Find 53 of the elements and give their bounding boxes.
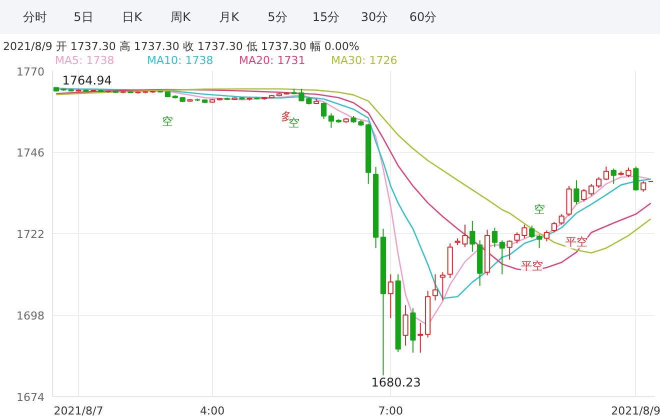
candlestick [506,240,512,260]
candlestick [418,322,424,354]
text: MA30: 1726 [331,53,398,69]
y-tick-label: 1674 [16,391,45,404]
y-tick-label: 1746 [16,146,45,160]
annotation: 空 [162,114,174,128]
candlestick [529,225,535,239]
candlestick [558,214,564,226]
text: 月K [218,9,240,26]
series-label: MA5: 1738 [55,53,114,69]
y-tick-label: 1770 [16,66,45,78]
candlestick [610,168,616,184]
text: 5分 [266,9,288,26]
candlestick [402,304,408,346]
x-tick-label: 4:00 [200,404,225,418]
candlestick [470,220,476,252]
candlestick [320,102,327,120]
text: 周K [170,9,192,26]
x-tick-label: 7:00 [378,404,404,418]
x-tick-label: 2021/8/7 [54,404,104,418]
text: 30分 [360,9,390,26]
candlestick [640,180,646,192]
text: 5日 [72,9,94,26]
candlestick [440,272,446,301]
text: 分时 [22,9,48,26]
annotation: 平空 [520,259,543,272]
x-tick-label: 2021/8/9 [611,404,660,418]
text: MA10: 1738 [147,53,214,69]
annotation: 平空 [565,235,588,248]
candlestick [492,227,498,248]
candlestick [499,240,505,275]
y-tick-label: 1722 [16,228,45,241]
annotation: 1764.94 [62,74,112,88]
candlestick [581,188,587,202]
annotation: 空 [534,203,545,216]
candlestick [536,234,542,249]
candlestick [544,230,550,242]
candlestick [432,274,438,301]
candlestick [574,180,580,205]
candlestick [388,274,394,319]
candlestick [551,221,557,233]
y-tick-label: 1698 [16,310,45,322]
annotation: 1680.23 [371,375,421,390]
text: 日K [121,9,143,26]
candlestick [328,112,334,128]
candlestick [588,183,594,196]
text: 15分 [311,9,341,26]
candlestick [603,166,609,181]
candlestick [596,176,602,188]
text: 60分 [408,9,438,26]
text: 2021/8/9 开 1737.30 高 1737.30 收 1737.30 低 1737.30 幅 0.00% [3,39,360,55]
text: MA20: 1731 [239,53,306,69]
candlestick [633,166,639,192]
